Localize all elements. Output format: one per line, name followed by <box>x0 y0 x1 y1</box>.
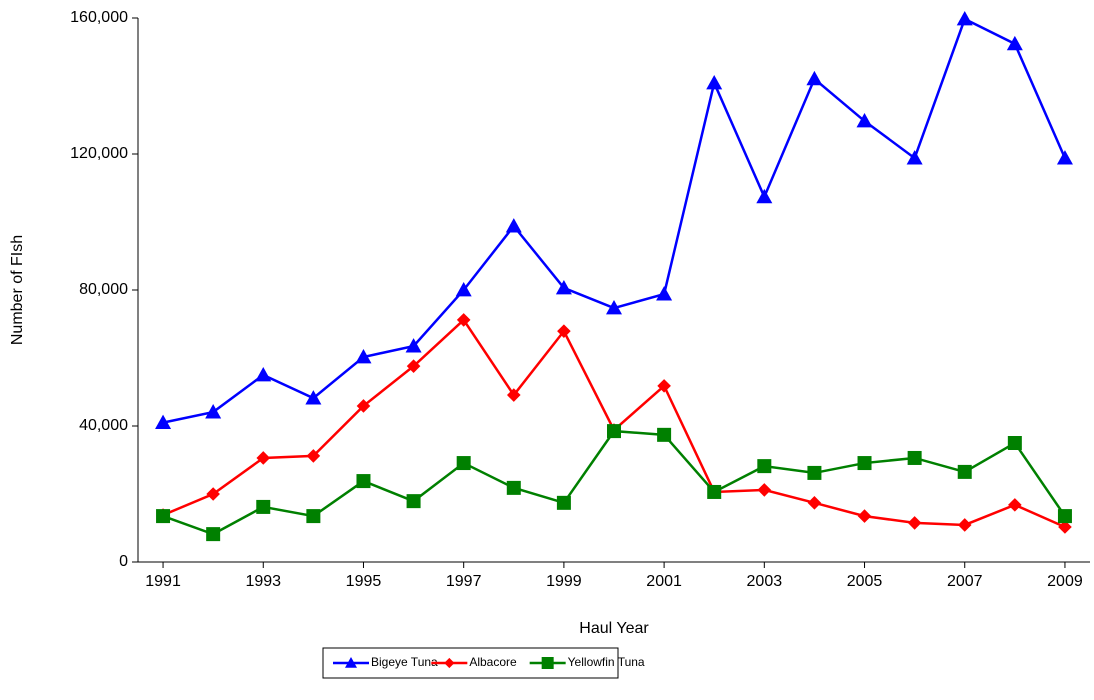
marker <box>556 495 571 510</box>
x-tick-label: 2009 <box>1047 573 1083 590</box>
marker <box>706 74 723 90</box>
x-tick-label: 1995 <box>346 573 382 590</box>
series-line <box>162 429 1066 536</box>
marker <box>656 286 673 301</box>
marker <box>406 359 421 373</box>
marker <box>306 509 321 524</box>
marker <box>857 509 872 523</box>
y-tick-label: 40,000 <box>79 417 128 434</box>
marker <box>205 404 222 419</box>
marker <box>456 456 471 471</box>
marker <box>757 483 772 497</box>
marker <box>306 449 321 463</box>
marker <box>405 338 422 353</box>
marker <box>155 414 172 429</box>
marker <box>906 150 923 165</box>
x-axis-label: Haul Year <box>579 620 649 637</box>
marker <box>356 474 371 489</box>
marker <box>1007 436 1022 450</box>
marker <box>555 279 572 295</box>
marker <box>806 70 823 86</box>
x-tick-label: 1997 <box>446 573 482 590</box>
marker <box>455 282 472 297</box>
marker <box>957 518 972 532</box>
legend: Bigeye Tuna Albacore Yellowfin Tuna <box>322 647 645 679</box>
y-tick-label: 120,000 <box>70 145 128 162</box>
marker <box>506 480 521 495</box>
marker <box>757 459 772 474</box>
marker <box>505 218 522 233</box>
x-tick-label: 2003 <box>747 573 783 590</box>
y-axis-label: Number of FIsh <box>9 235 26 345</box>
marker <box>1058 520 1072 534</box>
marker <box>557 324 571 338</box>
x-tick-label: 2007 <box>947 573 983 590</box>
marker <box>256 499 271 514</box>
marker <box>856 113 873 128</box>
marker <box>355 348 372 364</box>
marker <box>345 657 357 668</box>
marker <box>444 657 455 669</box>
legend-label: Bigeye Tuna <box>371 655 438 669</box>
x-tick-label: 1999 <box>546 573 582 590</box>
x-tick-label: 2001 <box>646 573 682 590</box>
marker <box>606 300 622 315</box>
y-tick-label: 80,000 <box>79 281 128 298</box>
marker <box>256 451 271 465</box>
marker <box>206 527 221 542</box>
marker <box>541 657 554 669</box>
marker <box>255 367 272 382</box>
y-tick-label: 160,000 <box>70 9 128 26</box>
marker <box>807 465 822 480</box>
legend-label: Yellowfin Tuna <box>568 655 645 669</box>
marker <box>1056 150 1073 165</box>
marker <box>305 390 322 405</box>
legend-box <box>322 647 619 679</box>
x-tick-label: 1991 <box>145 573 181 590</box>
marker <box>657 427 672 442</box>
marker <box>807 496 822 510</box>
marker <box>956 11 973 26</box>
y-tick-label: 0 <box>119 553 128 570</box>
marker <box>206 487 220 501</box>
marker <box>857 456 872 471</box>
marker <box>907 450 922 465</box>
marker <box>156 509 171 524</box>
marker <box>506 388 521 402</box>
marker <box>456 313 471 327</box>
marker <box>356 399 371 413</box>
x-tick-label: 1993 <box>245 573 281 590</box>
marker <box>607 424 621 439</box>
series-line <box>162 17 1067 424</box>
marker <box>1057 509 1072 524</box>
legend-label: Albacore <box>469 655 517 669</box>
marker <box>756 188 773 204</box>
marker <box>707 484 722 499</box>
marker <box>957 464 972 479</box>
x-tick-label: 2005 <box>847 573 883 590</box>
marker <box>406 494 421 509</box>
marker <box>657 379 671 393</box>
marker <box>1006 35 1023 51</box>
marker <box>907 516 922 530</box>
marker <box>1008 498 1022 512</box>
